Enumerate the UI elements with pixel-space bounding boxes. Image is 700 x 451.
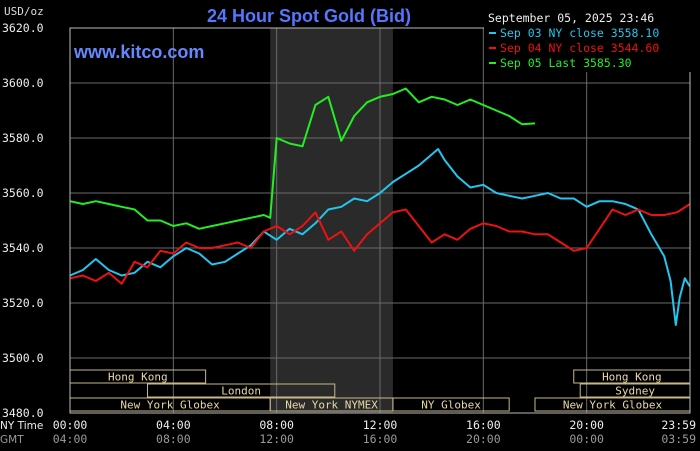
legend-entry: Sep 04 NY close 3544.60 <box>500 41 659 55</box>
x-tick-label: 04:00 <box>156 418 191 432</box>
price-series <box>69 87 691 326</box>
x-axis-row-label: GMT <box>0 434 24 446</box>
x-tick-label: 00:00 <box>569 432 604 446</box>
series-line-sep-04 <box>69 203 691 285</box>
y-tick-label: 3500.0 <box>2 351 44 365</box>
x-tick-label: 12:00 <box>259 432 294 446</box>
y-tick-label: 3520.0 <box>2 296 44 310</box>
y-tick-label: 3600.0 <box>2 76 44 90</box>
x-tick-label: 08:00 <box>156 432 191 446</box>
y-tick-label: 3620.0 <box>2 21 44 35</box>
session-bar <box>147 383 336 398</box>
x-tick-label: 16:00 <box>363 432 398 446</box>
session-label: Sydney <box>615 385 655 398</box>
x-tick-label: 03:59 <box>661 432 696 446</box>
x-tick-label: 16:00 <box>466 418 501 432</box>
x-tick-label: 20:00 <box>569 418 604 432</box>
session-bar <box>392 397 510 412</box>
y-tick-labels: 3620.0 3600.0 3580.0 3560.0 3540.0 3520.0 3500… <box>2 21 44 420</box>
x-tick-label: 00:00 <box>53 418 88 432</box>
x-axis-row-label: NY Time <box>0 420 43 432</box>
x-tick-label: 08:00 <box>259 418 294 432</box>
kitco-watermark: www.kitco.com <box>73 42 204 62</box>
session-label: New York NYMEX <box>285 399 378 412</box>
session-label: London <box>221 385 261 398</box>
y-axis-unit: USD/oz <box>4 5 44 18</box>
legend-entry: Sep 05 Last 3585.30 <box>500 56 632 70</box>
y-tick-label: 3560.0 <box>2 186 44 200</box>
x-tick-labels: NY Time 00:00 04:00 08:00 12:00 16:00 20:00 23:… <box>0 418 696 446</box>
series-line-sep-05 <box>69 87 536 230</box>
x-tick-label: 23:59 <box>661 418 696 432</box>
y-tick-label: 3480.0 <box>2 406 44 420</box>
chart-timestamp: September 05, 2025 23:46 <box>488 11 654 25</box>
y-tick-label: 3580.0 <box>2 131 44 145</box>
legend-box <box>484 10 691 72</box>
x-tick-label: 04:00 <box>53 432 88 446</box>
y-tick-label: 3540.0 <box>2 241 44 255</box>
nymex-shaded-region <box>270 28 393 413</box>
legend-entry: Sep 03 NY close 3558.10 <box>500 26 659 40</box>
x-tick-label: 12:00 <box>363 418 398 432</box>
session-label: NY Globex <box>421 399 481 412</box>
session-label: New York Globex <box>120 399 220 412</box>
x-tick-label: 20:00 <box>466 432 501 446</box>
chart-title: 24 Hour Spot Gold (Bid) <box>207 6 411 26</box>
session-label: New York Globex <box>563 399 663 412</box>
session-label: Hong Kong <box>602 371 662 384</box>
series-line-sep-03 <box>69 148 691 326</box>
session-label: Hong Kong <box>108 371 168 384</box>
plot-frame <box>69 27 691 414</box>
